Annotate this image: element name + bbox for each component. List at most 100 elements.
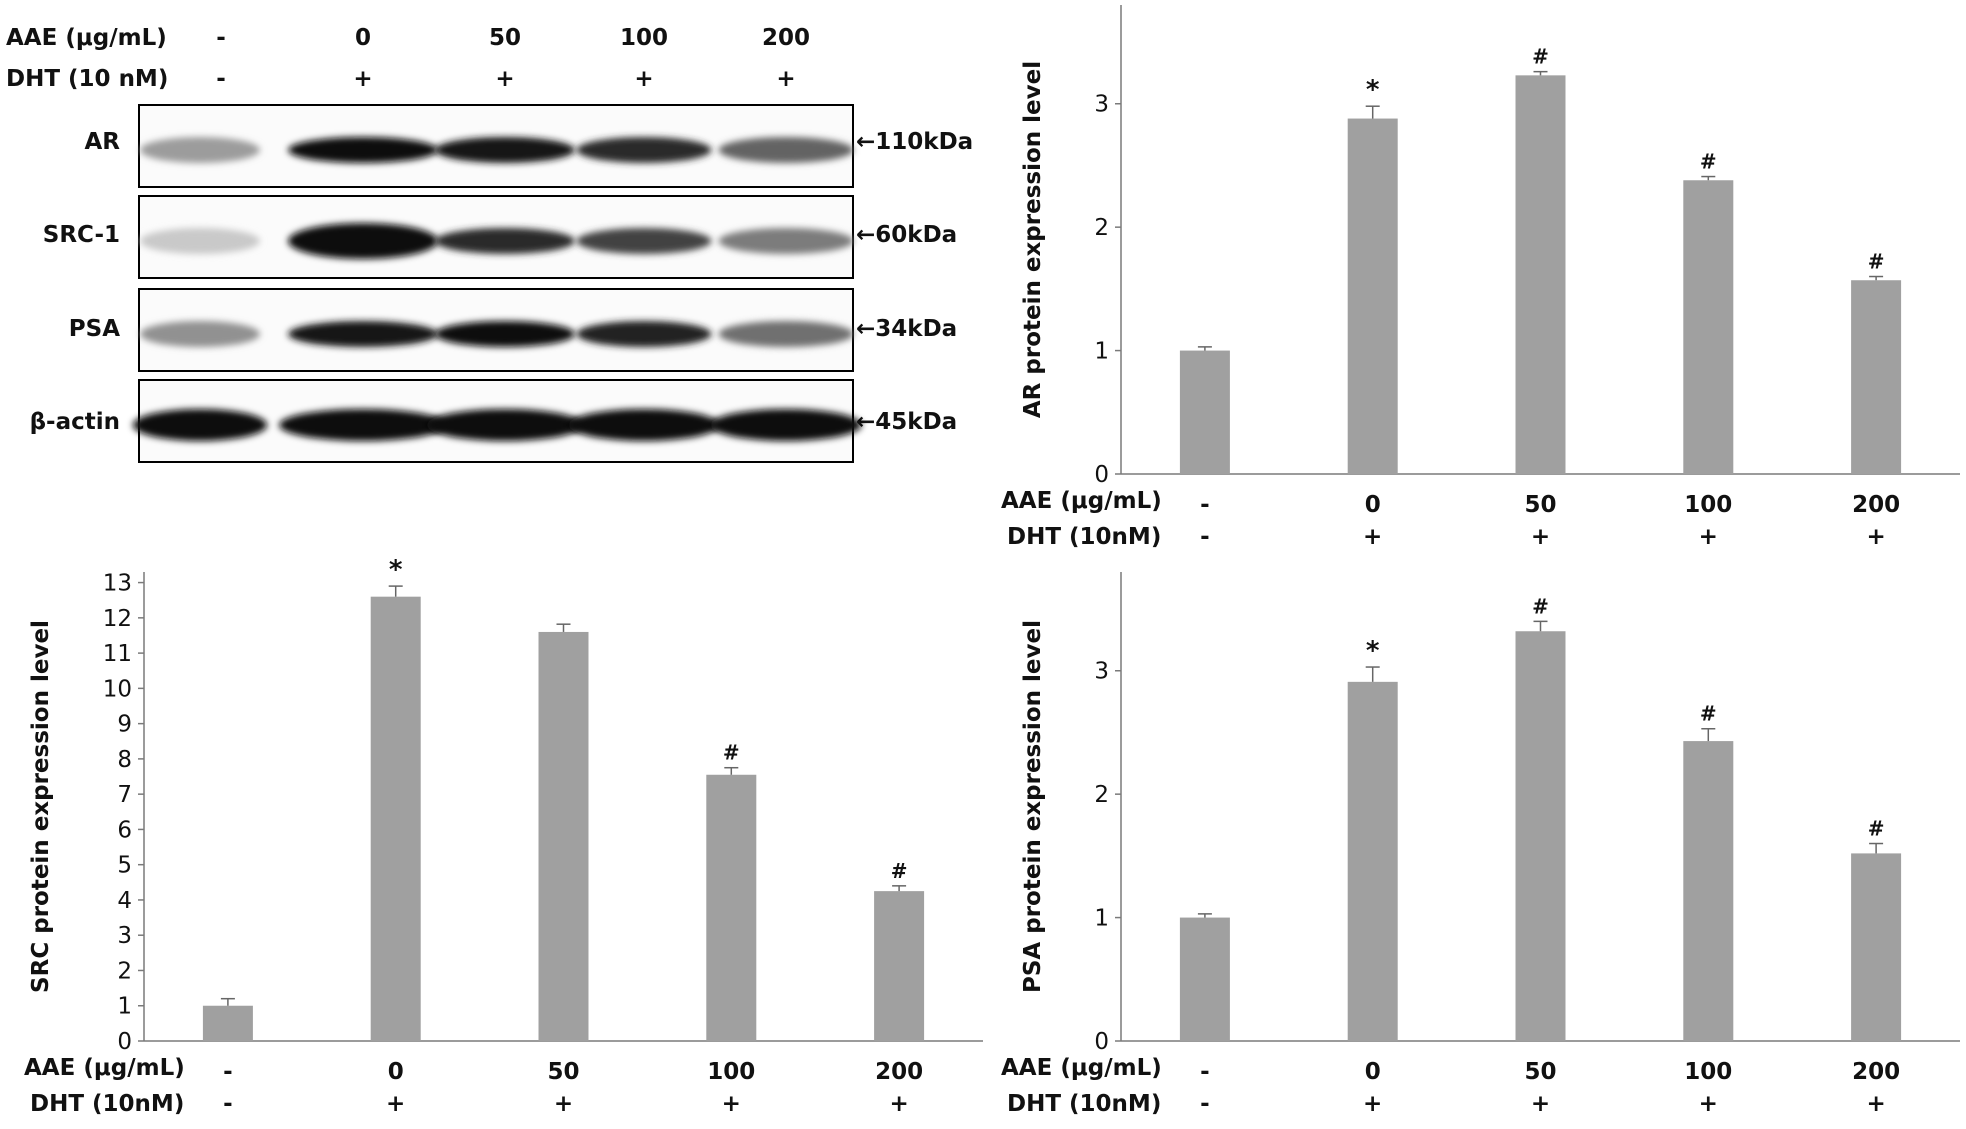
x-dht-label: + [1699,1091,1718,1117]
x-category-label: - [1200,492,1210,518]
blot-band [140,228,260,254]
x-dht-label: + [1699,524,1718,550]
blot-band [435,137,575,163]
band-name-src1: SRC-1 [43,222,120,248]
x-dht-label: - [1200,1091,1210,1117]
blot-band [288,321,438,347]
x-dht-label: + [1531,1091,1550,1117]
x-dht-label: + [554,1091,573,1117]
bar-50 [538,631,589,1041]
y-tick-label: 10 [103,676,132,702]
x-dht-label: + [1866,1091,1885,1117]
dht-value-lane-3: + [495,66,514,92]
x-category-label: 0 [1365,492,1381,518]
blot-band [576,137,712,163]
x-category-label: 50 [1524,1059,1556,1085]
blot-band [140,137,260,163]
band-size-ar: ←110kDa [856,129,973,155]
ar-expression-chart: 0 1 2 3 AR protein expression level - - * 0 + #50 +… [1001,5,1960,550]
blot-band [279,409,447,441]
blot-band [718,228,854,254]
bar-100 [1683,741,1734,1041]
bar-100 [1683,180,1734,475]
dht-header-label: DHT (10 nM) [6,66,168,92]
blot-band [140,321,260,347]
aae-value-lane-1: - [216,25,226,51]
aae-row-title: AAE (μg/mL) [24,1055,185,1081]
aae-row-title: AAE (μg/mL) [1001,488,1162,514]
x-category-label: 50 [547,1059,579,1085]
y-tick-label: 0 [117,1029,132,1055]
x-dht-label: + [1866,524,1885,550]
dht-row-title: DHT (10nM) [30,1091,184,1117]
x-dht-label: - [223,1091,233,1117]
bar-200 [1851,853,1902,1041]
x-dht-label: + [889,1091,908,1117]
y-tick-label: 11 [103,641,132,667]
blot-band [718,137,854,163]
blot-band [710,409,862,441]
bar-0 [1347,681,1398,1041]
y-axis-title: PSA protein expression level [1020,620,1046,993]
y-tick-label: 6 [117,817,132,843]
x-category-label: - [223,1059,233,1085]
dht-row-title: DHT (10nM) [1007,1091,1161,1117]
y-tick-label: 12 [103,606,132,632]
bar-200 [1851,280,1902,474]
x-dht-label: + [1531,524,1550,550]
significance-mark: # [723,741,740,765]
x-dht-label: + [722,1091,741,1117]
blot-band [288,223,438,259]
x-dht-label: + [386,1091,405,1117]
significance-mark: # [1868,250,1885,274]
y-axis-title: SRC protein expression level [28,620,54,993]
significance-mark: # [1532,45,1549,69]
x-category-label: 0 [1365,1059,1381,1085]
band-name-beta-actin: β-actin [30,409,120,435]
dht-value-lane-4: + [634,66,653,92]
x-dht-label: + [1363,524,1382,550]
x-category-label: 100 [1684,492,1732,518]
y-tick-label: 1 [117,994,132,1020]
bar-0 [370,596,421,1041]
y-tick-label: 0 [1094,462,1109,488]
x-category-label: 200 [1852,1059,1900,1085]
dht-value-lane-5: + [776,66,795,92]
bar-200 [874,891,925,1041]
band-name-psa: PSA [69,316,120,342]
aae-value-lane-5: 200 [762,25,810,51]
dht-row-title: DHT (10nM) [1007,524,1161,550]
significance-mark: * [1366,636,1380,666]
aae-value-lane-3: 50 [489,25,521,51]
y-tick-label: 13 [103,571,132,597]
significance-mark: * [1366,75,1380,105]
x-category-label: 0 [388,1059,404,1085]
blot-band [435,228,575,254]
bar-control [202,1005,253,1041]
bar-control [1179,917,1230,1041]
aae-header-label: AAE (μg/mL) [6,25,167,51]
x-category-label: 100 [1684,1059,1732,1085]
blot-band [576,321,712,347]
y-tick-label: 1 [1094,906,1109,932]
y-tick-label: 2 [1094,782,1109,808]
band-name-ar: AR [84,129,120,155]
aae-value-lane-2: 0 [355,25,371,51]
y-tick-label: 4 [117,888,132,914]
aae-row-title: AAE (μg/mL) [1001,1055,1162,1081]
bar-50 [1515,631,1566,1041]
y-tick-label: 7 [117,782,132,808]
significance-mark: # [1532,594,1549,618]
y-tick-label: 2 [117,958,132,984]
blot-band [718,321,854,347]
band-size-beta-actin: ←45kDa [856,409,957,435]
x-category-label: 200 [875,1059,923,1085]
x-category-label: 50 [1524,492,1556,518]
y-tick-label: 9 [117,712,132,738]
x-dht-label: + [1363,1091,1382,1117]
band-size-psa: ←34kDa [856,316,957,342]
psa-expression-chart: 0 1 2 3 PSA protein expression level - - * 0 + #50… [1001,572,1960,1117]
x-dht-label: - [1200,524,1210,550]
